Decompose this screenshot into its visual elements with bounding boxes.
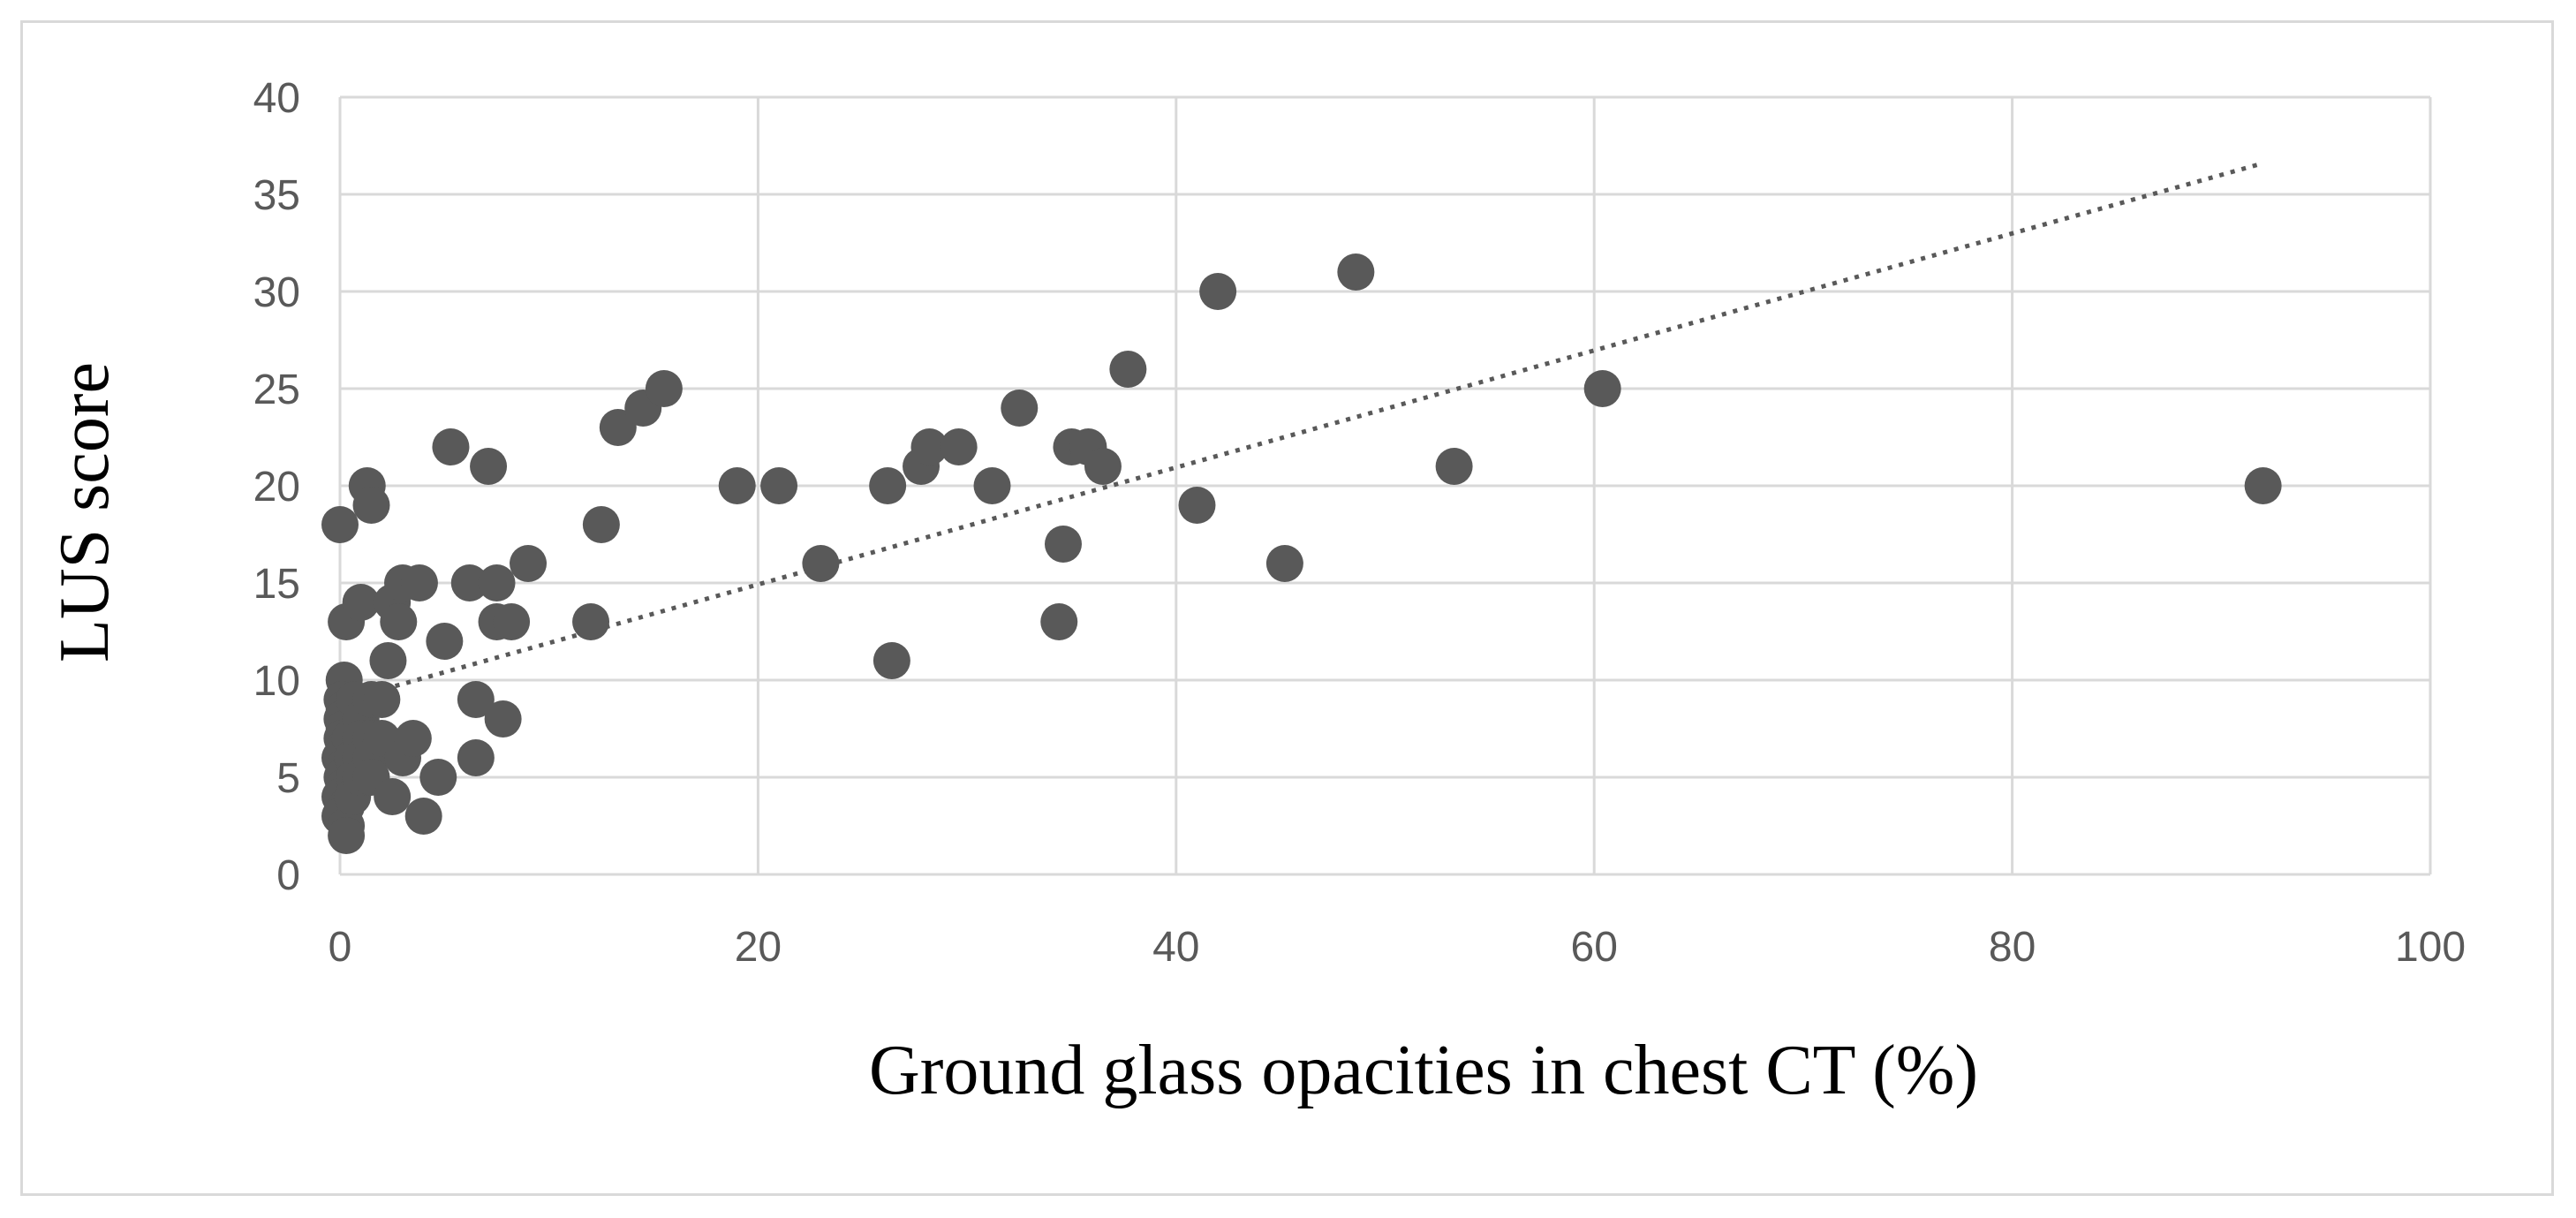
data-point — [1435, 448, 1473, 485]
data-point — [493, 603, 531, 640]
data-point — [760, 467, 798, 504]
y-tick-label: 35 — [253, 172, 300, 219]
y-tick-label: 30 — [253, 269, 300, 316]
x-tick-label: 60 — [1571, 924, 1618, 971]
y-tick-label: 5 — [276, 755, 300, 802]
data-point — [802, 545, 840, 582]
data-point — [718, 467, 756, 504]
x-tick-label: 80 — [1989, 924, 2036, 971]
y-tick-label: 25 — [253, 367, 300, 413]
x-axis-tick-labels: 0 20 40 60 80 100 — [329, 924, 2466, 971]
gridlines — [338, 95, 2432, 876]
data-point — [1044, 526, 1082, 563]
y-axis-tick-labels: 0 5 10 15 20 25 30 35 40 — [253, 75, 300, 899]
data-point — [2244, 467, 2282, 504]
data-points — [321, 253, 2282, 854]
data-point — [394, 720, 432, 757]
data-point — [432, 428, 470, 465]
data-point — [510, 545, 548, 582]
data-point — [419, 759, 457, 796]
x-tick-label: 0 — [329, 924, 352, 971]
data-point — [1337, 253, 1375, 291]
data-point — [478, 564, 516, 601]
data-point — [457, 739, 495, 776]
x-tick-label: 40 — [1152, 924, 1199, 971]
data-point — [940, 428, 978, 465]
data-point — [404, 798, 442, 835]
data-point — [1109, 351, 1147, 388]
data-point — [426, 623, 464, 660]
data-point — [400, 564, 438, 601]
data-point — [328, 817, 366, 854]
data-point — [645, 370, 683, 407]
data-point — [363, 681, 401, 718]
data-point — [1040, 603, 1078, 640]
data-point — [457, 681, 495, 718]
y-tick-label: 10 — [253, 658, 300, 705]
data-point — [1084, 448, 1122, 485]
x-tick-label: 100 — [2395, 924, 2466, 971]
data-point — [321, 506, 359, 543]
data-point — [1583, 370, 1621, 407]
data-point — [470, 448, 508, 485]
data-point — [572, 603, 610, 640]
y-tick-label: 40 — [253, 75, 300, 122]
data-point — [380, 603, 418, 640]
data-point — [352, 487, 390, 524]
data-point — [1178, 487, 1216, 524]
data-point — [1199, 273, 1237, 310]
chart-frame — [20, 20, 2554, 1196]
data-point — [369, 642, 407, 679]
data-point — [869, 467, 907, 504]
data-point — [484, 700, 522, 738]
data-point — [599, 409, 637, 446]
data-point — [582, 506, 620, 543]
data-point — [374, 778, 412, 815]
data-point — [1001, 390, 1039, 427]
data-point — [910, 428, 948, 465]
data-point — [1265, 545, 1303, 582]
data-point — [450, 564, 488, 601]
data-point — [973, 467, 1011, 504]
data-point — [873, 642, 910, 679]
y-tick-label: 0 — [276, 852, 300, 899]
y-axis-title: LUS score — [46, 362, 124, 662]
data-point — [342, 584, 380, 621]
x-axis-title: Ground glass opacities in chest CT (%) — [869, 1032, 1978, 1109]
x-tick-label: 20 — [735, 924, 782, 971]
y-tick-label: 20 — [253, 464, 300, 511]
y-tick-label: 15 — [253, 561, 300, 608]
